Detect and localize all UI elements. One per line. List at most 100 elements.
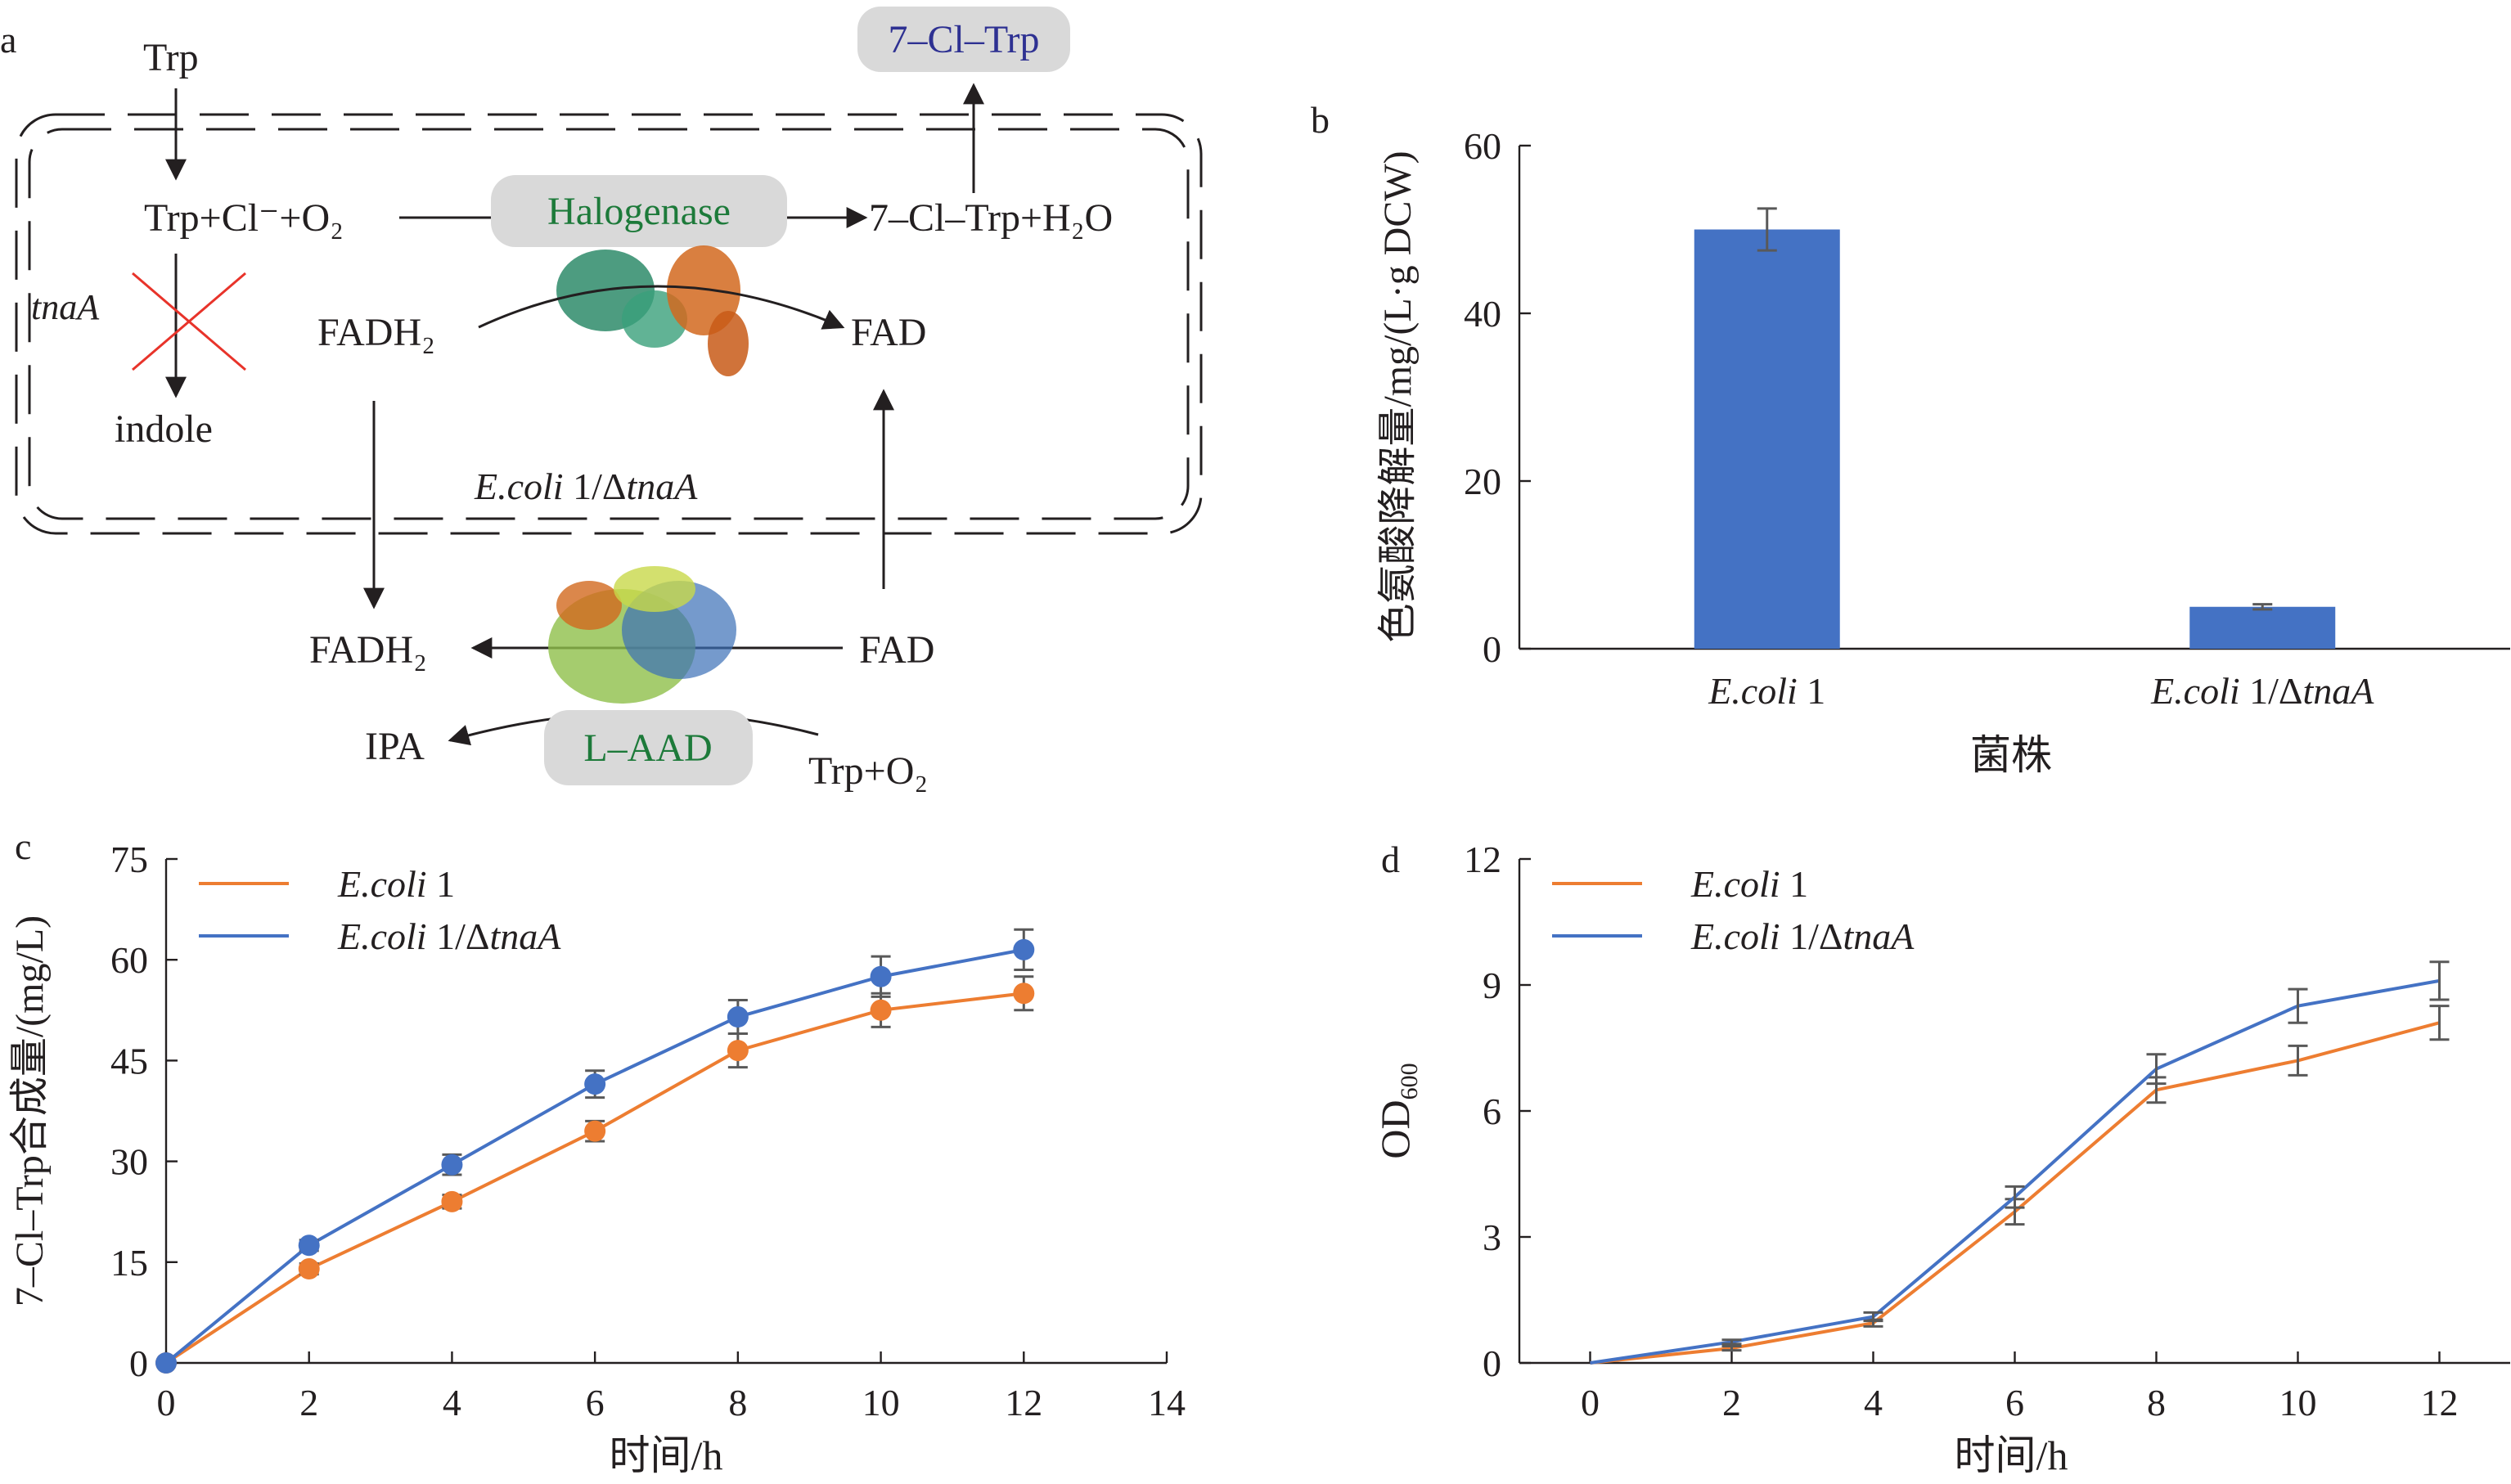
b-y-tick-label: 0: [1483, 628, 1501, 670]
knockout-cross-icon: [132, 272, 246, 371]
d-x-tick-label: 4: [1864, 1382, 1883, 1423]
c-y-axis-label: 7–Cl–Trp合成量/(mg/L): [8, 915, 52, 1306]
c-legend-label-1: E.coli 1/ΔtnaA: [337, 915, 561, 957]
category-label-0: E.coli 1: [1708, 670, 1825, 712]
c-y-tick-label: 30: [110, 1141, 148, 1183]
c-y-tick-label: 75: [110, 839, 148, 880]
d-x-axis-label: 时间/h: [1955, 1432, 2068, 1478]
b-y-tick-label: 20: [1464, 461, 1501, 502]
cell-strain-label: E.coli 1/ΔtnaA: [474, 465, 698, 507]
fad-outer-label: FAD: [859, 628, 934, 672]
d-y-tick-label: 9: [1483, 965, 1501, 1006]
product-box: [857, 7, 1070, 72]
d-y-axis-label: OD600: [1372, 1063, 1423, 1158]
d-series-line-1: [1590, 978, 2440, 1365]
c-series-line-0: [164, 992, 1024, 1365]
c-point-1-2: [441, 1153, 463, 1176]
indole-label: indole: [115, 407, 213, 451]
c-y-tick-label: 15: [110, 1242, 148, 1284]
d-x-tick-label: 2: [1722, 1382, 1741, 1423]
b-y-ticks: 0 20 40 60: [1464, 125, 1531, 670]
c-y-tick-label: 60: [110, 939, 148, 981]
c-series-line-1: [164, 947, 1024, 1365]
c-point-0-6: [1013, 983, 1035, 1005]
cell-envelope-inner: [28, 128, 1190, 520]
d-legend: E.coli 1 E.coli 1/ΔtnaA: [1552, 863, 1915, 957]
halogenation-products: 7–Cl–Trp+H₂O: [869, 196, 1113, 240]
c-y-ticks: 0 15 30 45 60 75: [110, 839, 178, 1384]
c-point-1-3: [584, 1073, 606, 1095]
b-y-tick-label: 40: [1464, 293, 1501, 335]
fad-regeneration-curve: [478, 285, 845, 330]
d-x-tick-label: 0: [1581, 1382, 1600, 1423]
line-chart-od600: d 0 3 6 9 12 0 2 4 6 8 10 12 E.coli 1 E.coli 1/Δtna…: [1372, 839, 2510, 1478]
d-series: [1590, 960, 2450, 1365]
c-x-tick-label: 4: [443, 1382, 461, 1423]
c-legend: E.coli 1 E.coli 1/ΔtnaA: [199, 863, 561, 957]
c-legend-label-0: E.coli 1: [337, 863, 455, 905]
c-x-tick-label: 10: [862, 1382, 900, 1423]
panel-label-b: b: [1311, 99, 1330, 141]
b-category-labels: E.coli 1 E.coli 1/ΔtnaA: [1708, 670, 2374, 712]
d-y-tick-label: 3: [1483, 1216, 1501, 1258]
bar-1: [2189, 606, 2336, 649]
d-y-tick-label: 0: [1483, 1342, 1501, 1384]
laad-structure-image: [548, 566, 736, 704]
b-y-axis-label: 色氨酸降解量/mg/(L·g DCW): [1376, 151, 1420, 642]
c-x-tick-label: 12: [1005, 1382, 1042, 1423]
laad-box: [544, 710, 753, 785]
c-series: [155, 928, 1035, 1374]
trp-o2-label: Trp+O₂: [808, 749, 928, 793]
c-point-0-1: [298, 1258, 320, 1280]
c-x-tick-label: 0: [157, 1382, 176, 1423]
bar-0: [1694, 229, 1840, 649]
b-bars: [1694, 207, 2336, 649]
c-x-tick-label: 2: [299, 1382, 318, 1423]
tnaA-gene-label: tnaA: [31, 287, 100, 327]
d-x-tick-label: 12: [2421, 1382, 2459, 1423]
c-point-0-2: [441, 1190, 463, 1212]
fadh2-inner-label: FADH₂: [317, 311, 435, 354]
product-exported-label: 7–Cl–Trp: [889, 18, 1040, 61]
c-x-ticks: 0 2 4 6 8 10 12 14: [157, 1351, 1186, 1423]
c-point-0-3: [584, 1120, 606, 1142]
halogenase-structure-image: [556, 245, 749, 376]
b-y-tick-label: 60: [1464, 125, 1501, 167]
halogenase-box: [491, 175, 787, 247]
c-point-0-4: [727, 1040, 749, 1062]
fadh2-outer-label: FADH₂: [309, 628, 427, 672]
d-x-ticks: 0 2 4 6 8 10 12: [1581, 1351, 2459, 1423]
d-legend-label-1: E.coli 1/ΔtnaA: [1690, 915, 1915, 957]
c-y-tick-label: 0: [129, 1342, 148, 1384]
c-point-1-6: [1013, 938, 1035, 960]
d-y-ticks: 0 3 6 9 12: [1464, 839, 1531, 1384]
c-point-0-5: [870, 999, 892, 1021]
trp-input-label: Trp: [143, 36, 199, 79]
c-y-tick-label: 45: [110, 1040, 148, 1082]
d-legend-label-0: E.coli 1: [1690, 863, 1808, 905]
panel-label-a: a: [0, 19, 16, 61]
c-x-tick-label: 6: [586, 1382, 605, 1423]
d-x-tick-label: 8: [2147, 1382, 2166, 1423]
fad-inner-label: FAD: [851, 311, 926, 354]
d-y-tick-label: 12: [1464, 839, 1501, 880]
c-point-1-1: [298, 1234, 320, 1257]
c-point-1-5: [870, 965, 892, 987]
bar-chart-degradation: b 0 20 40 60 E.coli 1 E.coli 1/ΔtnaA 菌株 色氨酸降…: [1311, 99, 2510, 778]
d-x-tick-label: 6: [2005, 1382, 2024, 1423]
panel-label-d: d: [1381, 839, 1400, 880]
c-point-1-0: [155, 1352, 177, 1374]
c-x-axis-label: 时间/h: [610, 1432, 723, 1478]
category-label-1: E.coli 1/ΔtnaA: [2150, 670, 2374, 712]
d-y-tick-label: 6: [1483, 1091, 1501, 1132]
c-x-tick-label: 8: [728, 1382, 747, 1423]
halogenation-substrates: Trp+Cl⁻+O₂: [144, 196, 344, 240]
c-x-tick-label: 14: [1148, 1382, 1186, 1423]
c-point-1-4: [727, 1006, 749, 1028]
halogenase-label: Halogenase: [547, 190, 731, 233]
ipa-label: IPA: [365, 725, 425, 768]
b-x-axis-label: 菌株: [1970, 732, 2052, 778]
d-x-tick-label: 10: [2279, 1382, 2317, 1423]
pathway-diagram: a Trp Trp+Cl⁻+O₂ Halogenase 7–Cl–Trp+H₂O…: [0, 7, 1203, 793]
